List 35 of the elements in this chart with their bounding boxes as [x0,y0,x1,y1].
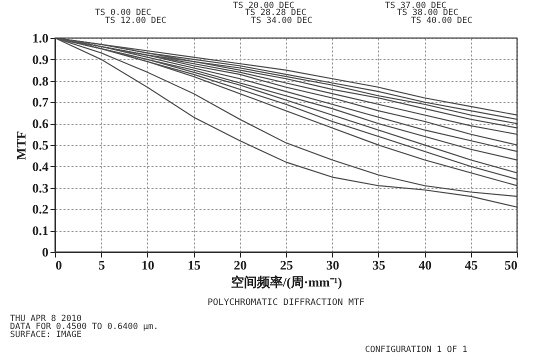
y-tick-label: 0.1 [32,223,48,238]
y-tick-label: 0.9 [32,52,49,67]
text: TS 0.00 DEC [95,8,152,18]
text: POLYCHROMATIC DIFFRACTION MTF [207,298,365,308]
text: TS 38.00 DEC [397,8,458,18]
x-tick-label: 10 [141,258,154,272]
x-tick-label: 35 [372,258,386,272]
text: CONFIGURATION 1 OF 1 [365,345,468,355]
text: SURFACE: IMAGE [10,330,82,340]
text: TS 12.00 DEC [105,16,166,26]
text: DATA FOR 0.4500 TO 0.6400 μm. [10,322,158,332]
x-tick-label: 50 [504,258,518,272]
x-tick-label: 45 [464,258,478,272]
x-tick-label: 20 [234,258,247,272]
text: TS 34.00 DEC [251,16,312,26]
y-tick-label: 0 [42,244,48,260]
y-tick-label: 0.3 [32,180,49,196]
x-tick-label: 15 [188,258,202,272]
text: TS 28.28 DEC [245,8,306,18]
y-tick-label: 0.4 [32,158,49,174]
x-tick-label: 0 [56,258,62,272]
y-axis-title: MTF [13,131,28,160]
y-tick-label: 0.5 [32,138,49,152]
y-tick-label: 0.2 [32,202,48,217]
y-tick-label: 1.0 [32,30,48,46]
x-axis-title: 空间频率/(周·mm⁻¹) [230,274,342,290]
x-tick-label: 40 [418,258,432,272]
y-tick-label: 0.7 [32,94,49,110]
x-tick-label: 25 [280,258,294,272]
y-tick-label: 0.8 [32,73,49,88]
y-tick-label: 0.6 [32,116,49,132]
text: TS 40.00 DEC [411,16,472,26]
x-tick-label: 30 [326,258,340,272]
x-tick-label: 5 [98,258,106,272]
text: THU APR 8 2010 [10,314,82,324]
